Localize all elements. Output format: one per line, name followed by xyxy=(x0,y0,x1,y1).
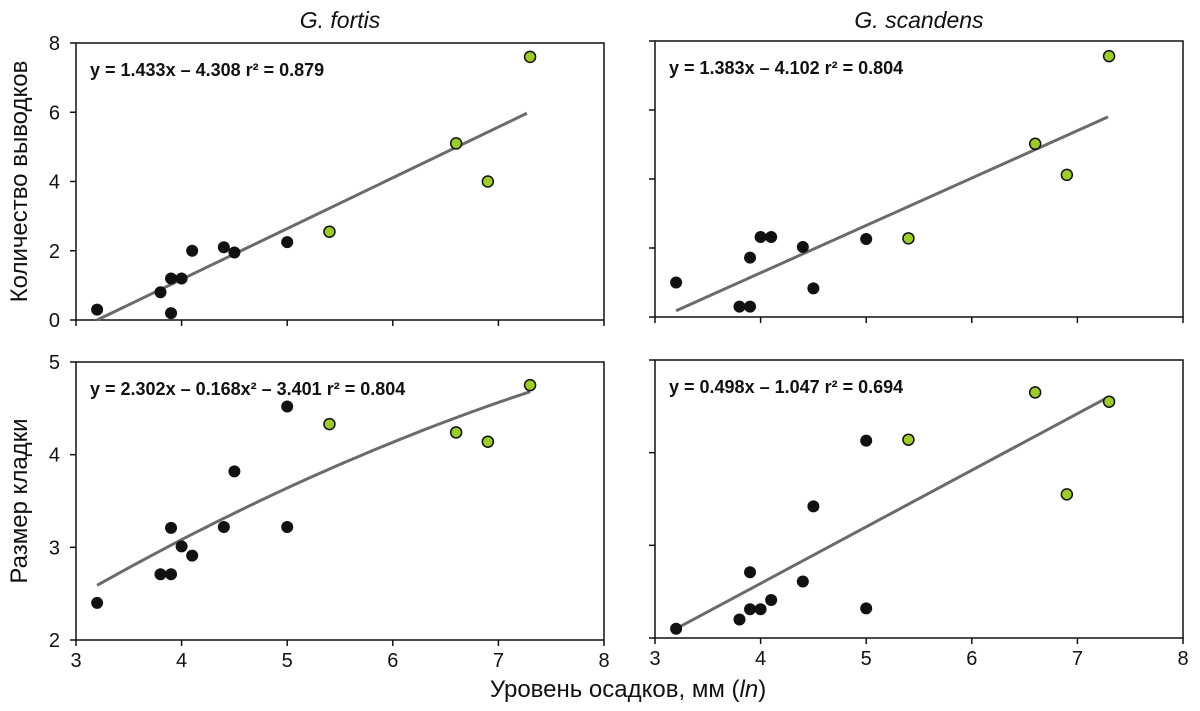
data-point-black xyxy=(754,230,767,243)
data-point-green xyxy=(323,417,336,431)
data-point-black xyxy=(733,613,746,626)
data-point-black xyxy=(765,230,778,243)
data-point-green xyxy=(902,433,915,446)
data-point-green xyxy=(523,378,537,392)
data-point-green xyxy=(1102,395,1116,408)
y-tick-label: 4 xyxy=(49,172,60,194)
data-point-black xyxy=(670,622,683,635)
data-point-black xyxy=(165,568,178,581)
regression-equation: y = 1.383x – 4.102 r² = 0.804 xyxy=(669,58,903,78)
data-point-black xyxy=(744,566,757,579)
regression-equation: y = 0.498x – 1.047 r² = 0.694 xyxy=(669,377,903,397)
trendline xyxy=(675,115,1109,313)
y-tick-label: 2 xyxy=(49,630,60,652)
data-point-green xyxy=(902,232,915,245)
data-point-black xyxy=(154,568,167,581)
y-tick-label: 0 xyxy=(49,310,60,332)
data-point-black xyxy=(796,575,809,588)
data-point-black xyxy=(807,500,820,513)
x-tick-label: 3 xyxy=(70,650,81,672)
data-point-black xyxy=(217,520,230,533)
x-tick-label: 6 xyxy=(387,650,398,672)
data-point-black xyxy=(281,236,294,249)
data-point-green xyxy=(449,137,463,150)
data-point-black xyxy=(154,286,167,299)
panel-title: G. scandens xyxy=(854,7,984,33)
trendline xyxy=(675,397,1106,631)
y-tick-label: 5 xyxy=(49,352,60,374)
data-point-black xyxy=(860,233,873,246)
plot-frame xyxy=(654,40,1184,318)
plot-frame xyxy=(654,359,1184,639)
data-point-green xyxy=(449,426,463,439)
data-point-green xyxy=(1028,137,1042,151)
data-point-black xyxy=(228,246,241,259)
data-point-green xyxy=(1102,49,1116,63)
x-tick-label: 8 xyxy=(598,650,609,672)
data-point-black xyxy=(765,594,778,607)
x-tick-label: 5 xyxy=(861,648,872,670)
data-point-black xyxy=(281,400,294,413)
y-tick-label: 2 xyxy=(49,241,60,263)
data-point-black xyxy=(165,521,178,534)
data-point-black xyxy=(217,241,230,254)
y-tick-label: 6 xyxy=(49,102,60,124)
data-point-black xyxy=(796,240,809,253)
data-point-black xyxy=(228,465,241,478)
plot-frame xyxy=(75,361,605,641)
x-tick-label: 4 xyxy=(176,650,187,672)
data-point-black xyxy=(91,596,104,609)
data-point-green xyxy=(481,435,495,448)
data-point-green xyxy=(523,50,537,64)
data-point-black xyxy=(165,307,178,320)
plot-frame xyxy=(75,42,605,321)
y-axis-label: Размер кладки xyxy=(6,418,33,583)
data-point-black xyxy=(754,603,767,616)
data-point-black xyxy=(175,272,188,285)
data-point-black xyxy=(281,520,294,533)
y-tick-label: 4 xyxy=(49,445,60,467)
x-axis-label: Уровень осадков, мм (ln) xyxy=(490,676,766,703)
data-point-green xyxy=(481,175,495,188)
y-tick-label: 8 xyxy=(49,33,60,55)
data-point-black xyxy=(744,251,757,264)
data-point-black xyxy=(91,303,104,316)
x-tick-label: 7 xyxy=(493,650,504,672)
data-point-black xyxy=(165,272,178,285)
regression-equation: y = 1.433x – 4.308 r² = 0.879 xyxy=(90,60,324,80)
x-tick-label: 3 xyxy=(649,648,660,670)
data-point-black xyxy=(670,276,683,289)
data-point-black xyxy=(175,540,188,553)
data-point-black xyxy=(744,300,757,313)
data-point-black xyxy=(860,602,873,615)
data-point-green xyxy=(1060,488,1074,501)
x-tick-label: 8 xyxy=(1177,648,1188,670)
data-point-black xyxy=(744,603,757,616)
trendline xyxy=(96,390,531,587)
y-tick-label: 3 xyxy=(49,537,60,559)
x-tick-label: 5 xyxy=(282,650,293,672)
data-point-black xyxy=(733,300,746,313)
regression-equation: y = 2.302x – 0.168x² – 3.401 r² = 0.804 xyxy=(90,379,405,399)
data-point-black xyxy=(860,434,873,447)
data-point-black xyxy=(186,549,199,562)
data-point-black xyxy=(807,282,820,295)
x-tick-label: 4 xyxy=(755,648,766,670)
data-point-green xyxy=(1060,168,1074,182)
data-point-green xyxy=(323,225,336,238)
panel-2: G. scandens y = 1.383x – 4.102 r² = 0.804 xyxy=(649,7,1184,323)
panel-title: G. fortis xyxy=(300,7,381,33)
data-point-green xyxy=(1028,386,1042,399)
panel-4: 3 4 5 6 7 8 y = 0.498x – 1.047 r² = 0.694 xyxy=(649,359,1189,670)
panel-1: 0 2 4 6 8 G. fortis Количество выводков y = 1.4… xyxy=(6,7,605,332)
data-point-black xyxy=(186,244,199,257)
y-axis-label: Количество выводков xyxy=(6,61,33,303)
x-tick-label: 6 xyxy=(966,648,977,670)
x-tick-label: 7 xyxy=(1072,648,1083,670)
